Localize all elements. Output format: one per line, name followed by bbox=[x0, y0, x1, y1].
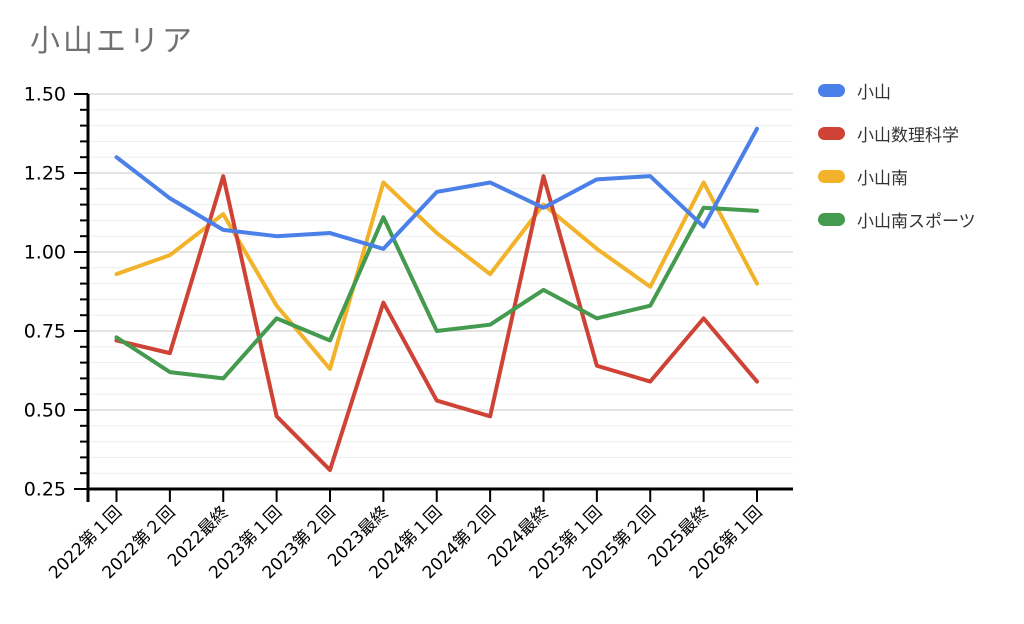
chart-legend: 小山 小山数理科学 小山南 小山南スポーツ bbox=[818, 80, 976, 232]
series-line-小山南スポーツ bbox=[114, 205, 759, 381]
axes bbox=[86, 94, 793, 502]
gridlines bbox=[88, 93, 793, 474]
legend-label: 小山南スポーツ bbox=[857, 212, 976, 232]
legend-item: 小山南 bbox=[818, 166, 976, 189]
legend-label: 小山 bbox=[857, 83, 891, 103]
y-axis: 1.50 1.25 1.00 0.75 0.50 0.25 bbox=[24, 84, 88, 501]
legend-swatch-icon bbox=[818, 84, 845, 97]
legend-swatch-icon bbox=[818, 127, 845, 140]
y-tick-label: 1.25 bbox=[24, 163, 66, 185]
legend-item: 小山数理科学 bbox=[818, 123, 976, 146]
legend-label: 小山南 bbox=[857, 169, 908, 189]
y-tick-label: 0.50 bbox=[24, 400, 66, 422]
y-tick-label: 0.75 bbox=[24, 321, 66, 343]
legend-label: 小山数理科学 bbox=[857, 126, 959, 146]
x-axis: 2022第１回2022第２回2022最終2023第１回2023第２回2023最終… bbox=[45, 490, 767, 583]
legend-swatch-icon bbox=[818, 170, 845, 183]
series-line-小山 bbox=[114, 126, 759, 251]
legend-item: 小山 bbox=[818, 80, 976, 103]
y-tick-label: 0.25 bbox=[24, 479, 66, 501]
legend-item: 小山南スポーツ bbox=[818, 209, 976, 232]
chart-title: 小山エリア bbox=[30, 24, 195, 59]
series-line-小山南 bbox=[114, 180, 759, 371]
legend-swatch-icon bbox=[818, 213, 845, 226]
series-line-小山数理科学 bbox=[114, 174, 759, 473]
y-tick-label: 1.50 bbox=[24, 84, 66, 106]
y-tick-label: 1.00 bbox=[24, 242, 66, 264]
